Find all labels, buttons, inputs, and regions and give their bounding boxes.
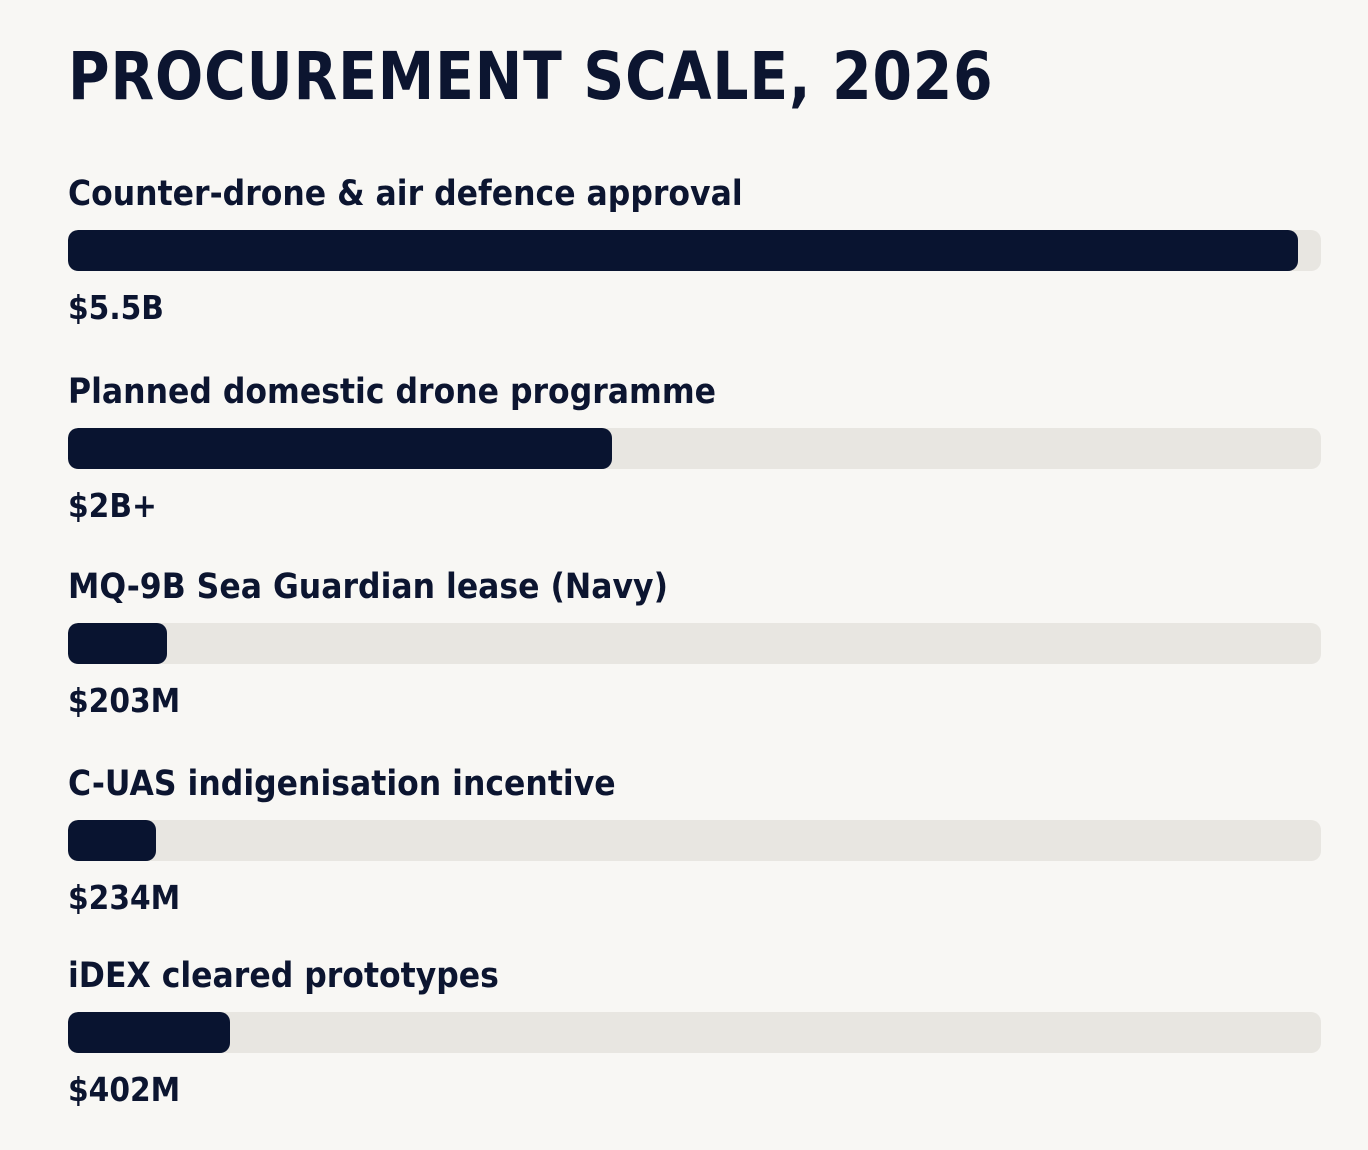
- bar-fill: [68, 623, 167, 664]
- bar-fill: [68, 1012, 230, 1053]
- bar-value-label: $5.5B: [68, 288, 164, 327]
- bar-track: [68, 820, 1321, 861]
- bar-track: [68, 230, 1321, 271]
- bar-label: Counter-drone & air defence approval: [68, 174, 743, 214]
- bar-fill: [68, 820, 156, 861]
- bar-label: MQ-9B Sea Guardian lease (Navy): [68, 567, 669, 607]
- bar-label: iDEX cleared prototypes: [68, 956, 499, 996]
- bar-value-label: $203M: [68, 681, 181, 720]
- bar-fill: [68, 230, 1298, 271]
- bar-row-mq9b-lease: MQ-9B Sea Guardian lease (Navy) $203M: [68, 565, 1321, 720]
- bar-track: [68, 623, 1321, 664]
- bar-label: Planned domestic drone programme: [68, 372, 717, 412]
- bar-row-idex-prototypes: iDEX cleared prototypes $402M: [68, 954, 1321, 1109]
- bar-fill: [68, 428, 612, 469]
- bar-label: C-UAS indigenisation incentive: [68, 764, 616, 804]
- bar-track: [68, 1012, 1321, 1053]
- chart-title: PROCUREMENT SCALE, 2026: [68, 38, 994, 115]
- bar-row-counter-drone: Counter-drone & air defence approval $5.…: [68, 172, 1321, 327]
- bar-value-label: $234M: [68, 878, 181, 917]
- bar-value-label: $402M: [68, 1070, 181, 1109]
- bar-track: [68, 428, 1321, 469]
- bar-row-domestic-drone: Planned domestic drone programme $2B+: [68, 370, 1321, 525]
- bar-row-c-uas-incentive: C-UAS indigenisation incentive $234M: [68, 762, 1321, 917]
- bar-value-label: $2B+: [68, 486, 157, 525]
